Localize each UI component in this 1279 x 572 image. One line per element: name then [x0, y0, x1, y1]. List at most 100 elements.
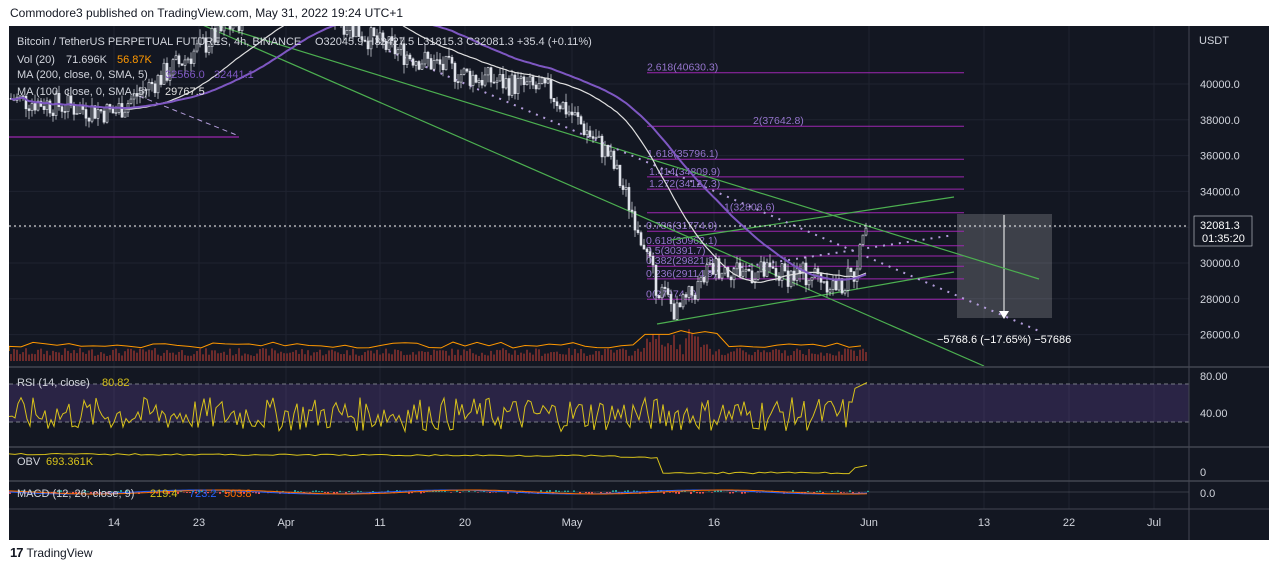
candle-body: [510, 74, 514, 96]
volume-bar: [445, 350, 447, 361]
candle-body: [801, 262, 805, 275]
candle-body: [219, 26, 223, 32]
macd-bar: [360, 491, 362, 492]
volume-bar: [22, 352, 24, 361]
candle-body: [573, 112, 577, 116]
volume-bar: [433, 349, 435, 361]
candle-body: [351, 26, 355, 38]
macd-bar: [294, 490, 296, 492]
volume-bar: [325, 354, 327, 361]
candle-body: [693, 294, 697, 300]
volume-bar: [751, 355, 753, 361]
volume-bar: [487, 355, 489, 361]
volume-bar: [781, 353, 783, 361]
volume-bar: [859, 349, 861, 361]
volume-bar: [370, 350, 372, 361]
price-axis[interactable]: 40000.038000.036000.034000.032000.030000…: [1200, 79, 1240, 342]
price-tick: 40000.0: [1200, 79, 1240, 91]
candle-body: [216, 26, 220, 43]
obv-value: 693.361K: [46, 456, 94, 468]
candle-body: [594, 137, 598, 139]
candle-body: [675, 302, 679, 320]
volume-bar: [808, 349, 810, 361]
volume-bar: [793, 351, 795, 361]
candle-body: [561, 102, 565, 110]
volume-bar: [328, 350, 330, 361]
volume-bar: [646, 338, 648, 361]
fib-level-label: 0.5(30391.7): [646, 245, 706, 257]
candle-body: [612, 150, 616, 169]
volume-bar: [586, 355, 588, 361]
macd-bar: [231, 491, 233, 492]
price-tick: 36000.0: [1200, 151, 1240, 163]
candle-body: [765, 262, 769, 277]
candle-body: [645, 248, 649, 252]
macd-bar: [564, 490, 566, 492]
candle-body: [513, 74, 517, 94]
macd-label: MACD (12, 26, close, 9): [17, 488, 134, 500]
candle-body: [375, 35, 379, 43]
candle-body: [168, 74, 172, 81]
volume-bar: [31, 353, 33, 361]
volume-bar: [262, 348, 264, 361]
volume-bar: [40, 348, 42, 361]
candle-body: [729, 276, 733, 281]
candle-body: [171, 59, 175, 76]
macd-bar: [714, 490, 716, 492]
volume-bar: [415, 354, 417, 361]
volume-bar: [712, 354, 714, 361]
candle-body: [420, 63, 424, 70]
volume-bar: [448, 355, 450, 361]
volume-bar: [25, 348, 27, 361]
volume-bar: [208, 354, 210, 361]
volume-bar: [622, 348, 624, 361]
candle-body: [45, 100, 49, 110]
macd-bar: [318, 491, 320, 492]
volume-bar: [505, 349, 507, 361]
volume-bar: [814, 353, 816, 361]
volume-ma-line: [9, 330, 862, 351]
volume-bar: [61, 354, 63, 361]
volume-bar: [508, 353, 510, 361]
volume-bar: [265, 348, 267, 361]
volume-bar: [694, 336, 696, 361]
volume-bar: [853, 350, 855, 361]
candle-body: [183, 59, 187, 66]
volume-bar: [865, 352, 867, 361]
chart-frame[interactable]: 2.618(40630.3) 2(37642.8) 1.618(35796.1) 1.…: [8, 26, 1269, 540]
candle-body: [120, 103, 124, 118]
candle-body: [63, 111, 67, 113]
macd-bar: [78, 492, 80, 494]
macd-bar: [255, 492, 257, 494]
volume-bar: [310, 355, 312, 361]
volume-bar: [799, 350, 801, 361]
fib-level-label: 0.236(29114.9): [646, 268, 716, 280]
candle-body: [27, 108, 31, 111]
time-axis[interactable]: 14 23 Apr 11 20 May 16 Jun 13 22 Jul: [108, 517, 1161, 529]
footer-brand[interactable]: TradingView: [26, 545, 93, 560]
fib-level-label: 1.272(34127.3): [649, 178, 720, 190]
volume-bar: [106, 355, 108, 361]
volume-bar: [688, 329, 690, 361]
tradingview-logo-icon: 17: [10, 545, 24, 560]
candle-body: [210, 28, 214, 47]
volume-bar: [715, 351, 717, 361]
candle-body: [774, 268, 778, 277]
volume-bar: [565, 354, 567, 361]
candle-body: [411, 58, 415, 66]
candle-body: [525, 81, 529, 85]
volume-bar: [292, 351, 294, 361]
legend-ma200-value-2: 32441.1: [214, 69, 254, 81]
volume-bar: [460, 355, 462, 361]
macd-bar: [357, 490, 359, 492]
volume-bar: [580, 349, 582, 361]
volume-bar: [748, 354, 750, 361]
candle-body: [759, 261, 763, 273]
volume-bar: [340, 354, 342, 361]
candle-body: [681, 294, 685, 308]
volume-bar: [553, 352, 555, 361]
volume-bar: [667, 343, 669, 361]
price-chart[interactable]: 2.618(40630.3) 2(37642.8) 1.618(35796.1) 1.…: [8, 26, 1269, 540]
volume-bar: [556, 351, 558, 361]
time-tick: 13: [978, 517, 990, 529]
